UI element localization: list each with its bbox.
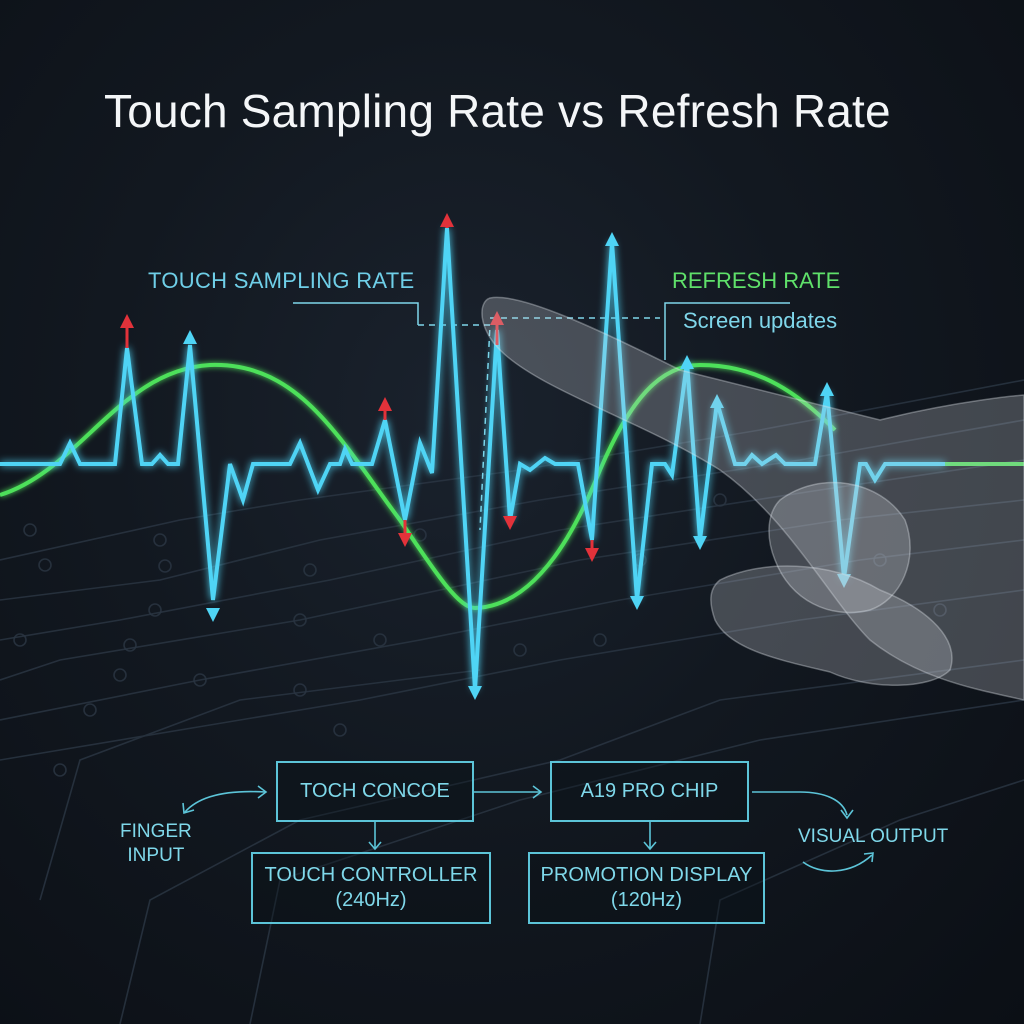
a19-pro-chip-box: A19 PRO CHIP [550, 761, 749, 822]
thumb [710, 565, 953, 686]
finger-input-label: FINGER INPUT [120, 821, 192, 866]
triangle-down-arrow-icon [398, 533, 412, 547]
page-title: Touch Sampling Rate vs Refresh Rate [104, 85, 891, 137]
touch-console-box: TOCH CONCOE [276, 761, 474, 822]
promotion-display-box: PROMOTION DISPLAY (120Hz) [528, 852, 765, 924]
screen-updates-caption: Screen updates [683, 308, 838, 333]
arrowhead-icon [257, 785, 268, 799]
triangle-down-arrow-icon [693, 536, 707, 550]
triangle-down-arrow-icon [630, 596, 644, 610]
arrowhead-icon [643, 841, 657, 851]
triangle-down-arrow-icon [206, 608, 220, 622]
touch-label-leader [293, 302, 419, 325]
arrowhead-icon [182, 802, 195, 815]
visual-output-label: VISUAL OUTPUT [798, 826, 949, 847]
chip-to-output-arrow [752, 791, 848, 816]
triangle-down-arrow-icon [503, 516, 517, 530]
finger-to-console-arrow [184, 790, 266, 813]
pointing-finger [481, 296, 1024, 701]
output-return-arrow [802, 854, 873, 872]
triangle-down-arrow-icon [585, 548, 599, 562]
touch-sampling-rate-label: TOUCH SAMPLING RATE [148, 268, 415, 293]
triangle-up-arrow-icon [440, 213, 454, 227]
touch-sampling-wave [0, 227, 945, 691]
triangle-up-arrow-icon [183, 330, 197, 344]
triangle-up-arrow-icon [820, 382, 834, 396]
refresh-label-leader [664, 302, 790, 360]
curled-finger [768, 481, 911, 614]
triangle-up-arrow-icon [605, 232, 619, 246]
triangle-up-arrow-icon [120, 314, 134, 328]
triangle-down-arrow-icon [468, 686, 482, 700]
triangle-up-arrow-icon [378, 397, 392, 411]
hand-illustration [481, 296, 1024, 701]
triangle-up-arrow-icon [680, 355, 694, 369]
sample-markers [120, 213, 599, 562]
triangle-down-arrow-icon [837, 574, 851, 588]
touch-markers [183, 232, 851, 700]
arrowhead-icon [840, 809, 854, 820]
arrowhead-icon [532, 785, 543, 799]
refresh-rate-label: REFRESH RATE [672, 268, 841, 293]
arrowhead-icon [863, 852, 874, 863]
triangle-up-arrow-icon [710, 394, 724, 408]
triangle-up-arrow-icon [490, 311, 504, 325]
arrowhead-icon [368, 841, 382, 851]
touch-controller-box: TOUCH CONTROLLER (240Hz) [251, 852, 491, 924]
